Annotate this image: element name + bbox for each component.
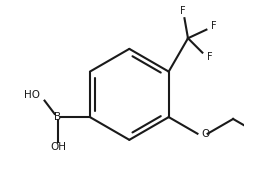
Text: OH: OH: [50, 142, 66, 152]
Text: O: O: [201, 129, 209, 139]
Text: F: F: [206, 52, 212, 62]
Text: B: B: [54, 112, 61, 122]
Text: F: F: [211, 21, 216, 32]
Text: F: F: [180, 6, 185, 16]
Text: HO: HO: [24, 90, 40, 100]
